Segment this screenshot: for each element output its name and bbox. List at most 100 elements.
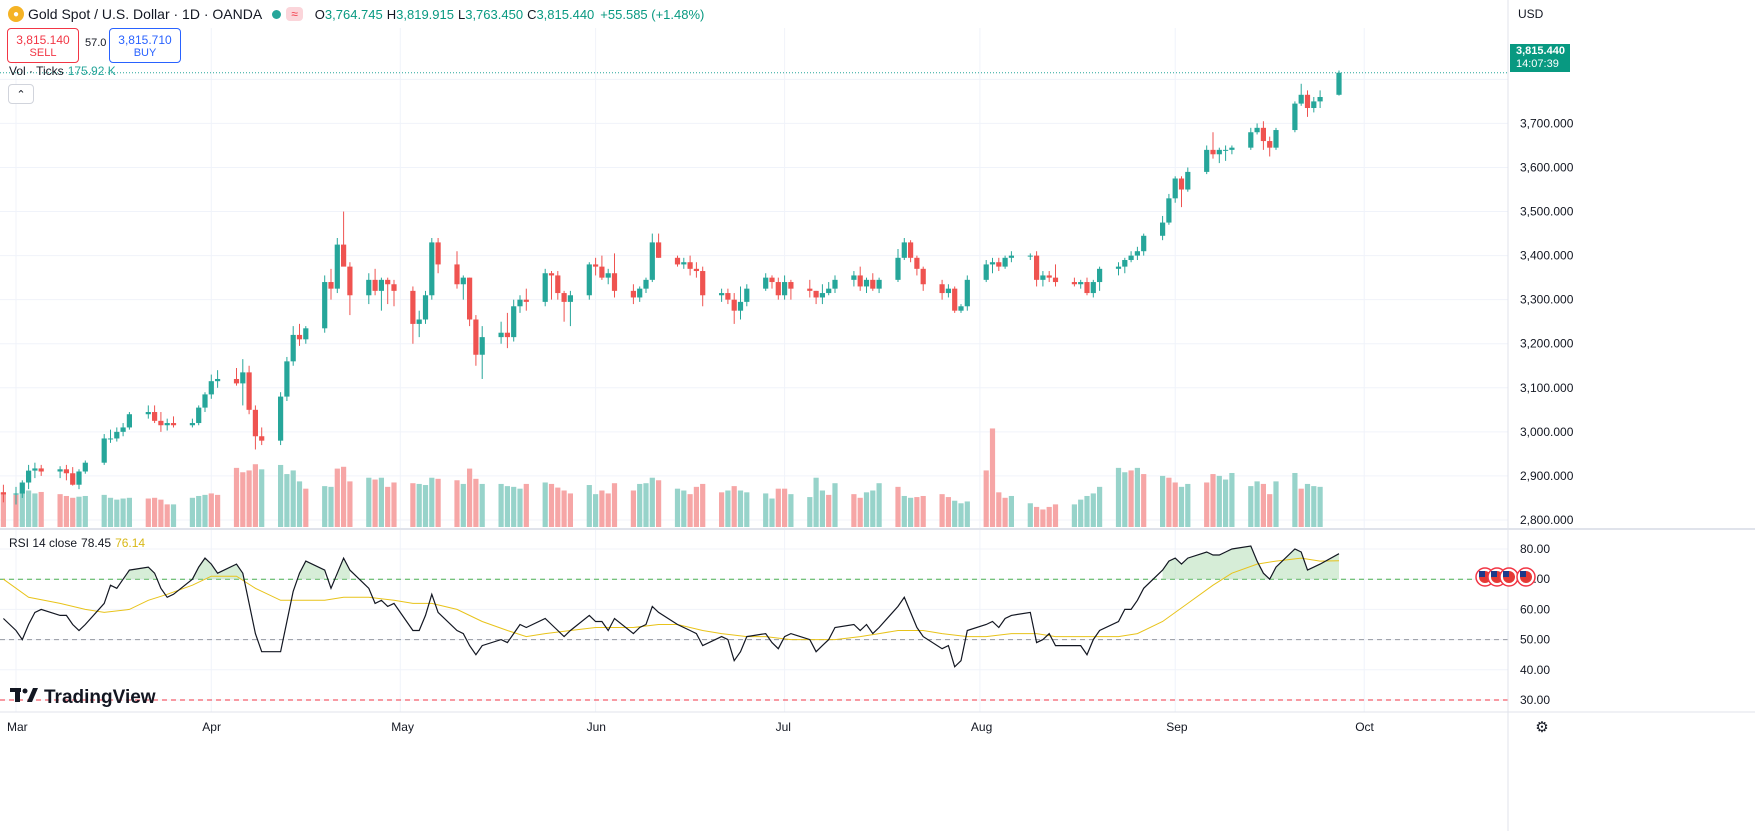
candle-body: [1267, 141, 1273, 148]
wave-badge[interactable]: ≈: [286, 7, 303, 21]
candle-body: [152, 412, 158, 421]
candle-body: [13, 493, 19, 495]
candle-body: [920, 268, 926, 285]
candle-body: [1223, 149, 1229, 151]
tradingview-logo[interactable]: TradingView: [10, 687, 156, 709]
volume-bar: [952, 500, 958, 527]
volume-bar: [851, 494, 857, 527]
last-price-tag: 3,815.440 14:07:39: [1510, 44, 1570, 72]
volume-bar: [517, 488, 523, 527]
candle-body: [107, 438, 114, 440]
price-tick-label: 3,100.000: [1520, 381, 1574, 395]
candle-body: [303, 328, 309, 340]
volume-bar: [1115, 467, 1122, 527]
candle-body: [605, 273, 611, 278]
volume-bar: [1185, 483, 1191, 527]
price-tick-label: 3,200.000: [1520, 337, 1574, 351]
sell-button[interactable]: 3,815.140 SELL: [7, 28, 79, 63]
volume-bar: [593, 494, 599, 527]
settings-button[interactable]: ⚙: [1533, 718, 1551, 736]
high-label: H: [386, 6, 397, 22]
candle-body: [259, 436, 265, 441]
candle-body: [1304, 94, 1311, 109]
candle-body: [454, 264, 460, 285]
volume-bar: [215, 494, 221, 527]
candle-body: [278, 396, 284, 441]
volume-bar: [599, 490, 605, 527]
volume-bar: [1178, 486, 1185, 527]
volume-bar: [1298, 488, 1304, 527]
candle-body: [429, 242, 435, 296]
volume-bar: [164, 504, 170, 527]
candle-body: [38, 468, 44, 472]
time-tick-label: May: [391, 720, 414, 734]
symbol-title[interactable]: Gold Spot / U.S. Dollar · 1D · OANDA: [28, 6, 263, 22]
rsi-tick-label: 50.00: [1520, 633, 1550, 647]
volume-bar: [107, 497, 114, 527]
volume-bar: [170, 504, 177, 527]
gold-coin-icon[interactable]: ●: [8, 6, 24, 22]
volume-bar: [1172, 482, 1178, 527]
candle-body: [908, 242, 914, 258]
price-tick-label: 3,700.000: [1520, 116, 1574, 130]
volume-bar: [1046, 506, 1052, 527]
volume-bar: [1317, 486, 1323, 527]
volume-bar: [1229, 472, 1235, 527]
candle-body: [643, 279, 649, 289]
volume-bar: [334, 468, 340, 527]
volume-bar: [101, 494, 107, 527]
candle-body: [1002, 257, 1008, 267]
candle-body: [296, 334, 303, 340]
volume-bar: [895, 486, 901, 527]
candle-body: [851, 275, 857, 280]
volume-bar: [983, 470, 989, 527]
volume-bar: [38, 491, 44, 527]
rsi-value: 78.45: [81, 536, 112, 550]
candle-body: [725, 293, 731, 300]
candle-body: [473, 319, 479, 355]
candle-body: [700, 271, 706, 296]
price-tick-label: 3,600.000: [1520, 160, 1574, 174]
candle-body: [120, 427, 126, 432]
volume-bar: [1084, 495, 1090, 527]
gear-icon: ⚙: [1535, 719, 1549, 736]
candle-body: [1336, 72, 1342, 95]
buy-button[interactable]: 3,815.710 BUY: [109, 28, 181, 63]
candle-body: [82, 462, 88, 472]
event-flags[interactable]: [1475, 567, 1536, 587]
volume-bar: [832, 483, 838, 527]
volume-histogram: [0, 428, 1323, 527]
candle-body: [114, 431, 120, 439]
rsi-tick-label: 60.00: [1520, 602, 1550, 616]
candle-body: [347, 266, 353, 296]
volume-bar: [1273, 481, 1279, 527]
spread-value: 57.0: [85, 37, 107, 49]
candle-body: [769, 277, 775, 283]
volume-bar: [454, 480, 460, 527]
rsi-tick-label: 30.00: [1520, 693, 1550, 707]
volume-bar: [548, 483, 555, 527]
candle-body: [517, 299, 523, 307]
volume-bar: [233, 467, 240, 527]
candle-body: [1115, 266, 1122, 269]
sell-price: 3,815.140: [16, 32, 70, 47]
volume-legend[interactable]: Vol · Ticks 175.92 K: [9, 64, 116, 78]
volume-bar: [826, 494, 832, 527]
volume-bar: [26, 490, 32, 527]
candle-body: [1178, 178, 1185, 190]
candle-body: [145, 412, 151, 415]
volume-bar: [1204, 482, 1210, 527]
candle-body: [372, 279, 378, 291]
currency-selector[interactable]: USD: [1509, 0, 1755, 28]
market-open-indicator[interactable]: [272, 9, 282, 19]
collapse-legend-button[interactable]: ⌃: [8, 84, 34, 104]
candle-body: [1317, 96, 1323, 102]
volume-bar: [1128, 470, 1134, 527]
rsi-legend[interactable]: RSI 14 close 78.45 76.14: [9, 536, 145, 550]
volume-bar: [700, 483, 706, 527]
volume-bar: [731, 486, 737, 527]
candle-body: [611, 273, 618, 291]
volume-bar: [1071, 504, 1077, 527]
volume-bar: [782, 488, 788, 527]
